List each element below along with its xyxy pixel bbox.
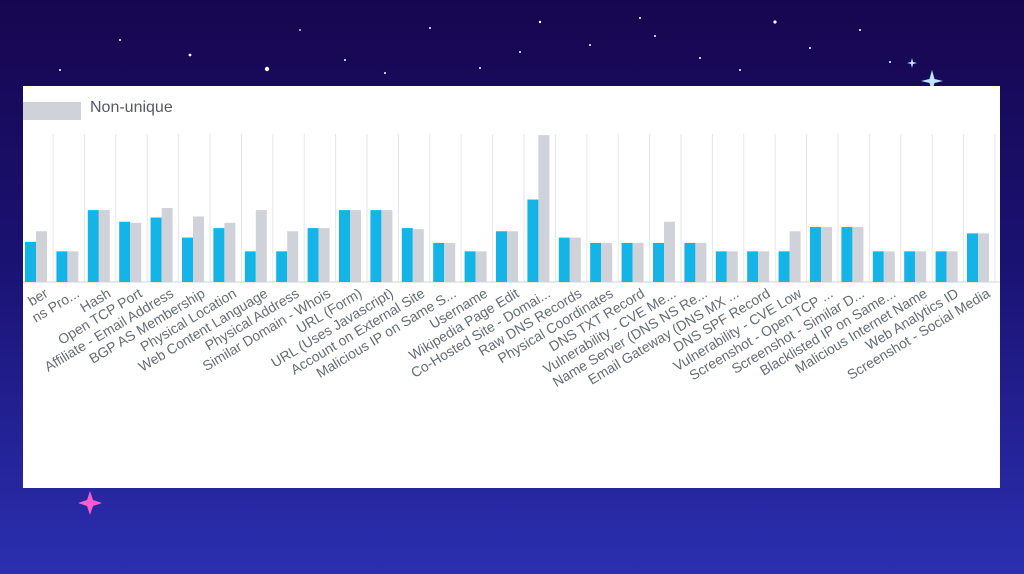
bar-non-unique-14[interactable] <box>475 251 487 282</box>
bar-non-unique-28[interactable] <box>915 251 927 282</box>
bar-primary-4[interactable] <box>150 217 162 282</box>
bar-non-unique-20[interactable] <box>664 221 675 282</box>
bar-primary-23[interactable] <box>747 251 759 282</box>
bar-primary-28[interactable] <box>904 251 916 282</box>
star <box>654 35 656 37</box>
star <box>699 57 701 59</box>
bar-primary-25[interactable] <box>810 227 821 282</box>
bar-primary-9[interactable] <box>307 228 319 282</box>
legend-swatch-non-unique <box>23 102 81 120</box>
bar-non-unique-21[interactable] <box>695 242 707 282</box>
bar-non-unique-3[interactable] <box>130 222 142 282</box>
star <box>429 27 431 29</box>
bar-primary-8[interactable] <box>276 251 288 282</box>
sparkle-icon <box>78 491 102 515</box>
bar-non-unique-17[interactable] <box>569 237 581 282</box>
star <box>639 17 641 19</box>
bar-primary-7[interactable] <box>244 251 256 282</box>
star <box>479 67 481 69</box>
star <box>739 69 741 71</box>
bar-primary-17[interactable] <box>558 237 570 282</box>
starfield-background <box>59 17 891 74</box>
bar-non-unique-25[interactable] <box>821 227 832 282</box>
bar-non-unique-13[interactable] <box>444 242 456 282</box>
legend-label-non-unique[interactable]: Non-unique <box>90 99 173 116</box>
bar-non-unique-16[interactable] <box>538 135 550 282</box>
bar-primary-5[interactable] <box>182 237 193 282</box>
bar-primary-3[interactable] <box>119 221 131 282</box>
star <box>384 72 386 74</box>
bar-non-unique-0[interactable] <box>36 231 47 282</box>
bar-primary-22[interactable] <box>715 251 727 282</box>
chart-panel: ber ns Pro... Hash Open TCP Port Affiliate -… <box>23 86 1000 488</box>
star <box>299 29 301 31</box>
bar-non-unique-2[interactable] <box>98 210 110 282</box>
bar-primary-18[interactable] <box>590 242 602 282</box>
star <box>889 61 891 63</box>
bar-primary-20[interactable] <box>653 242 664 282</box>
bar-non-unique-18[interactable] <box>601 242 613 282</box>
bar-primary-15[interactable] <box>496 231 507 282</box>
bar-primary-1[interactable] <box>56 251 68 282</box>
bar-non-unique-11[interactable] <box>381 210 393 282</box>
bar-primary-11[interactable] <box>370 210 382 282</box>
star <box>859 29 861 31</box>
bar-primary-27[interactable] <box>872 251 884 282</box>
bar-primary-21[interactable] <box>684 242 696 282</box>
bar-non-unique-10[interactable] <box>350 210 361 282</box>
star <box>119 39 121 41</box>
star <box>519 51 521 53</box>
star <box>59 69 61 71</box>
star <box>589 44 591 46</box>
star <box>264 66 270 72</box>
bar-primary-0[interactable] <box>25 241 36 282</box>
bar-primary-24[interactable] <box>778 251 790 282</box>
bar-primary-14[interactable] <box>464 251 476 282</box>
star <box>773 20 777 24</box>
bar-non-unique-1[interactable] <box>67 251 79 282</box>
bar-primary-19[interactable] <box>621 242 633 282</box>
bar-non-unique-5[interactable] <box>193 216 204 282</box>
bar-primary-30[interactable] <box>967 233 978 282</box>
star <box>344 59 346 61</box>
bar-primary-6[interactable] <box>213 228 225 282</box>
bar-non-unique-26[interactable] <box>852 227 864 282</box>
bar-non-unique-30[interactable] <box>978 233 989 282</box>
bar-primary-13[interactable] <box>433 242 445 282</box>
star <box>188 53 192 57</box>
bar-non-unique-6[interactable] <box>224 222 236 282</box>
bar-non-unique-7[interactable] <box>255 210 267 282</box>
bar-non-unique-24[interactable] <box>789 231 801 282</box>
bar-non-unique-15[interactable] <box>507 231 518 282</box>
bar-primary-10[interactable] <box>339 210 350 282</box>
bar-non-unique-22[interactable] <box>726 251 738 282</box>
bar-non-unique-8[interactable] <box>287 231 299 282</box>
bar-primary-12[interactable] <box>401 228 413 282</box>
bar-non-unique-19[interactable] <box>632 242 644 282</box>
bar-non-unique-27[interactable] <box>883 251 895 282</box>
star <box>809 47 811 49</box>
bar-primary-29[interactable] <box>935 251 947 282</box>
bar-primary-2[interactable] <box>87 210 99 282</box>
bar-non-unique-12[interactable] <box>412 229 424 282</box>
bar-primary-26[interactable] <box>841 227 853 282</box>
bar-primary-16[interactable] <box>527 199 539 282</box>
bar-non-unique-29[interactable] <box>946 251 958 282</box>
star <box>538 20 542 24</box>
bar-non-unique-4[interactable] <box>161 208 173 282</box>
bar-non-unique-23[interactable] <box>758 251 770 282</box>
bar-non-unique-9[interactable] <box>318 228 330 282</box>
